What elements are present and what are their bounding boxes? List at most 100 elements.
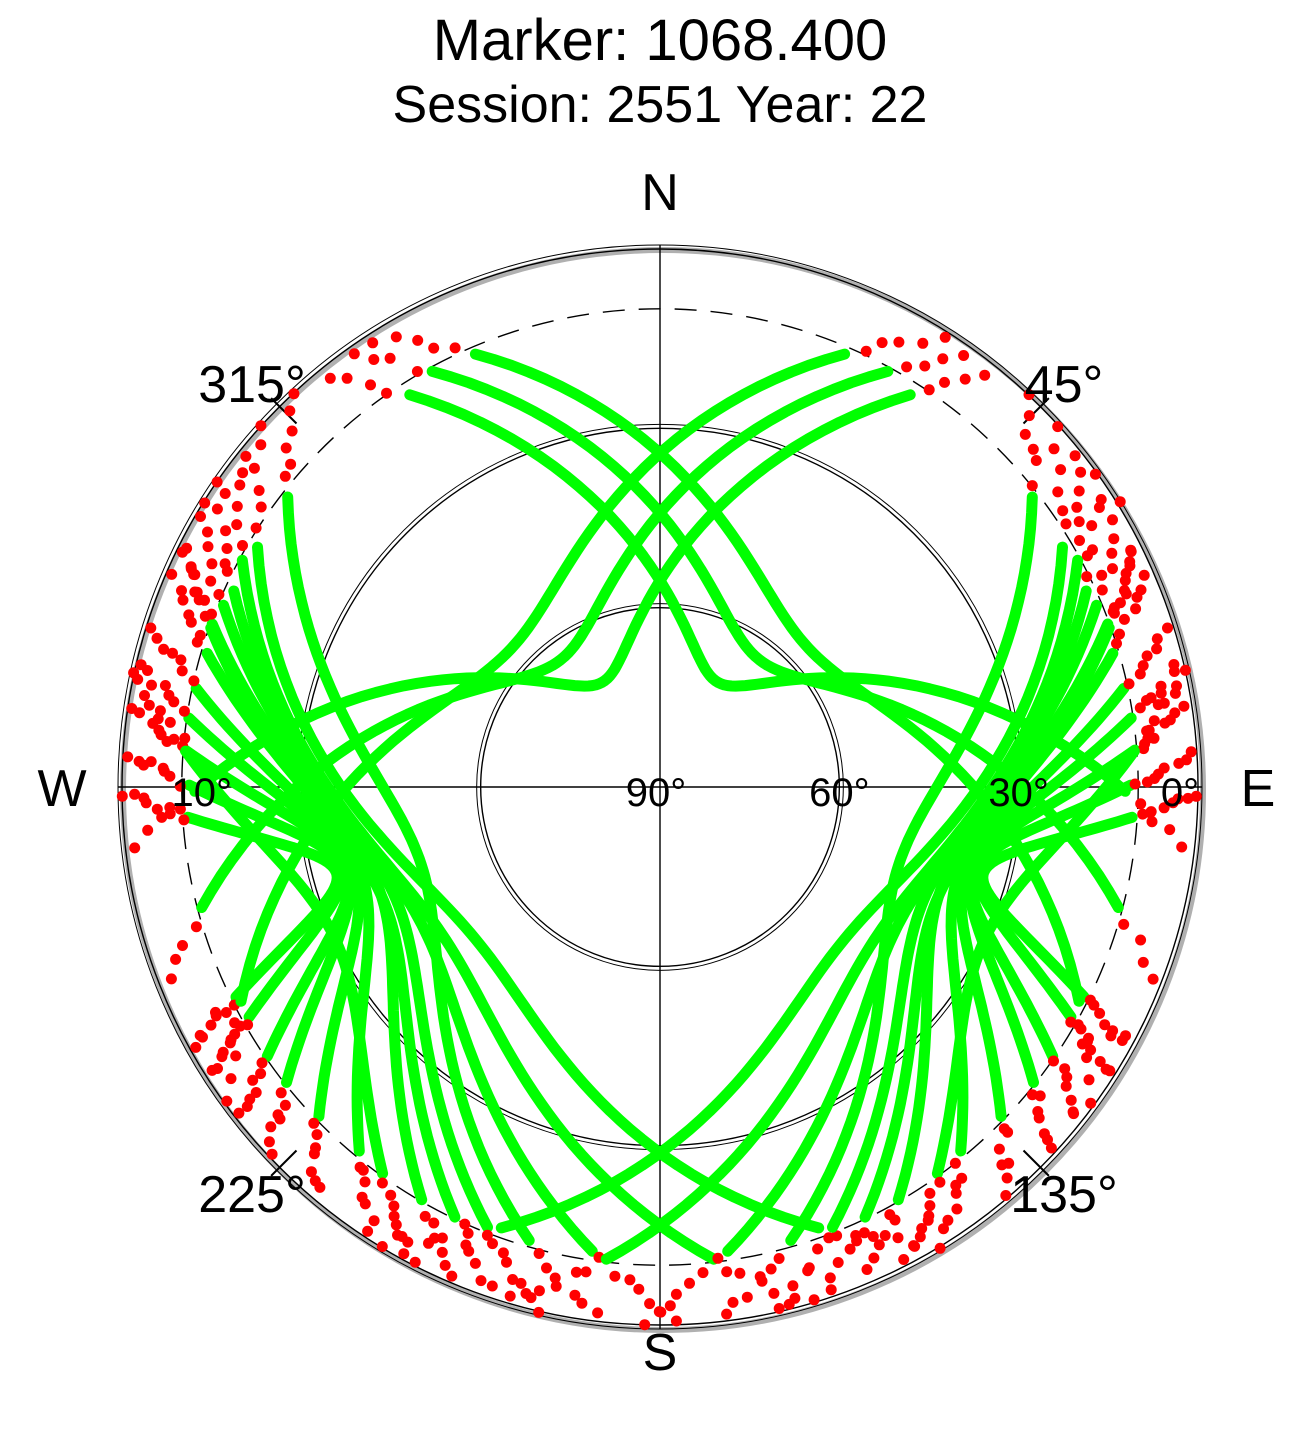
rejected-point	[959, 373, 971, 385]
rejected-point	[341, 372, 353, 384]
rejected-point	[409, 1256, 421, 1268]
rejected-point	[1120, 588, 1132, 600]
rejected-point	[390, 331, 402, 343]
rejected-point	[1030, 455, 1042, 466]
rejected-point	[1001, 1172, 1013, 1184]
rejected-point	[996, 1159, 1008, 1171]
rejected-point	[1167, 797, 1179, 809]
rejected-point	[216, 1051, 228, 1063]
rejected-point	[1118, 613, 1130, 625]
rejected-point	[1048, 1055, 1059, 1067]
accepted-track	[972, 779, 1137, 1023]
rejected-point	[460, 1239, 472, 1251]
rejected-point	[1082, 1035, 1093, 1047]
rejected-point	[206, 558, 218, 570]
rejected-point	[1023, 389, 1035, 401]
rejected-point	[486, 1280, 498, 1292]
rejected-point	[916, 1223, 928, 1234]
rejected-point	[229, 1017, 241, 1029]
rejected-point	[308, 1148, 320, 1160]
rejected-point	[308, 1117, 320, 1129]
rejected-point	[199, 497, 211, 509]
rejected-point	[721, 1308, 733, 1320]
rejected-point	[419, 1210, 431, 1222]
rejected-point	[151, 803, 163, 815]
rejected-point	[1052, 486, 1064, 498]
rejected-point	[423, 1237, 434, 1249]
rejected-point	[167, 647, 178, 659]
rejected-point	[624, 1274, 636, 1286]
rejected-point	[1075, 1023, 1087, 1035]
rejected-point	[305, 1166, 317, 1178]
rejected-point	[664, 1300, 676, 1312]
rejected-point	[1073, 485, 1085, 497]
rejected-point	[143, 699, 155, 711]
rejected-point	[1119, 575, 1131, 586]
accepted-track	[404, 389, 1131, 797]
rejected-point	[240, 450, 252, 462]
rejected-point	[1073, 516, 1085, 528]
rejected-point	[116, 790, 128, 802]
rejected-point	[146, 679, 157, 691]
rejected-point	[861, 1264, 873, 1275]
azimuth-label-45: 45°	[1025, 356, 1104, 414]
rejected-point	[1065, 1016, 1077, 1028]
rejected-point	[266, 1148, 278, 1160]
rejected-point	[1059, 1063, 1071, 1075]
rejected-point	[1145, 806, 1157, 818]
azimuth-tick-135	[1022, 1149, 1050, 1177]
rejected-point	[156, 811, 168, 823]
rejected-point	[1027, 443, 1039, 455]
rejected-point	[475, 1275, 487, 1287]
rejected-point	[151, 632, 163, 644]
rejected-point	[365, 379, 376, 391]
rejected-point	[174, 780, 186, 792]
rejected-point	[205, 1019, 217, 1031]
rejected-point	[164, 770, 176, 782]
rejected-point	[392, 1229, 403, 1241]
rejected-point	[1096, 584, 1108, 596]
accepted-track	[785, 491, 1038, 1246]
rejected-point	[255, 439, 267, 451]
rejected-point	[1135, 798, 1147, 810]
rejected-point	[1130, 603, 1142, 615]
rejected-point	[1104, 1065, 1116, 1077]
rejected-point	[1055, 464, 1067, 476]
rejected-point	[139, 690, 150, 701]
rejected-point	[359, 1198, 371, 1210]
rejected-point	[263, 1136, 275, 1148]
rejected-point	[1118, 918, 1130, 930]
rejected-point	[1105, 1030, 1117, 1042]
rejected-point	[868, 1252, 880, 1264]
rejected-point	[129, 788, 141, 800]
rejected-point	[221, 543, 233, 554]
rejected-point	[469, 1257, 481, 1269]
rejected-point	[825, 1284, 837, 1296]
rejected-point	[773, 1253, 785, 1264]
rejected-point	[670, 1288, 682, 1300]
rejected-point	[175, 654, 187, 666]
rejected-point	[1026, 480, 1038, 492]
rejected-point	[368, 1215, 380, 1227]
rejected-point	[876, 337, 888, 349]
rejected-point	[1137, 660, 1149, 672]
rejected-point	[1042, 1134, 1053, 1146]
rejected-point	[934, 1176, 946, 1188]
rejected-point	[1185, 746, 1197, 758]
rejected-point	[275, 1087, 287, 1099]
rejected-point	[1083, 1074, 1095, 1086]
rejected-point	[1048, 443, 1060, 455]
rejected-point	[1085, 1097, 1097, 1109]
rejected-point	[734, 1267, 746, 1279]
rejected-point	[951, 1203, 963, 1215]
rejected-point	[712, 1252, 724, 1264]
rejected-point	[1147, 973, 1159, 985]
rejected-point	[504, 1290, 516, 1302]
rejected-point	[381, 387, 392, 399]
rejected-point	[142, 665, 153, 676]
rejected-point	[1094, 1056, 1106, 1067]
rejected-point	[942, 1214, 954, 1226]
rejected-point	[1151, 633, 1163, 645]
rejected-point	[1114, 496, 1126, 508]
rejected-point	[134, 707, 145, 719]
